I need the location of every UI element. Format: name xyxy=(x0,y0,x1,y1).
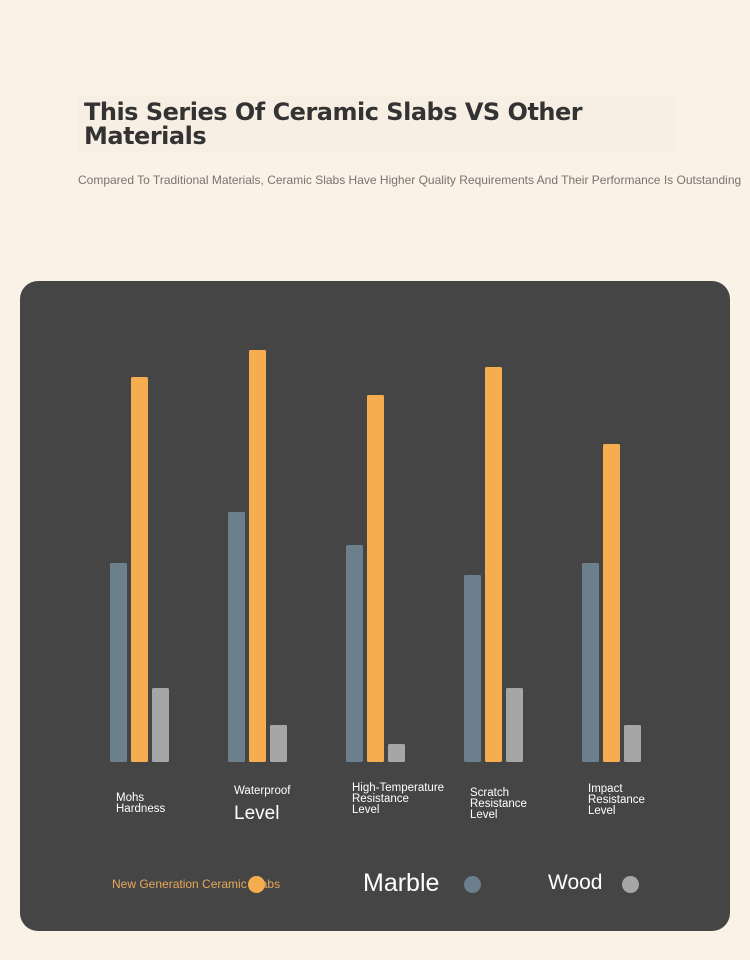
category-label-line: Level xyxy=(470,809,498,821)
bar-new-generation-ceramic-slabs-2 xyxy=(249,350,266,762)
legend-label-marble: Marble xyxy=(363,869,440,897)
legend-dot-wood xyxy=(622,876,639,893)
bar-wood-2 xyxy=(270,725,287,762)
legend-dot-marble xyxy=(464,876,481,893)
page-title: This Series Of Ceramic Slabs VS Other Ma… xyxy=(84,98,583,150)
category-label: Scratch Resistance Level xyxy=(470,787,527,821)
legend-label-wood: Wood xyxy=(548,871,603,894)
category-label-line: Resistance xyxy=(588,794,645,806)
bar-wood-5 xyxy=(624,725,641,762)
title-background xyxy=(78,95,676,153)
bar-marble-2 xyxy=(228,512,245,762)
category-label-line: Waterproof xyxy=(234,785,291,797)
category-label-big: Level xyxy=(234,803,280,824)
category-label-line: Mohs xyxy=(116,792,145,804)
category-label-line: Resistance xyxy=(470,798,527,810)
bar-marble-5 xyxy=(582,563,599,762)
page-subtitle: Compared To Traditional Materials, Ceram… xyxy=(78,173,742,187)
bar-wood-1 xyxy=(152,688,169,762)
bar-marble-1 xyxy=(110,563,127,762)
category-label: Mohs Hardness xyxy=(116,792,166,815)
category-label-line: Resistance xyxy=(352,793,409,805)
category-label-line: Level xyxy=(352,804,380,816)
category-label: Impact Resistance Level xyxy=(588,783,645,817)
bar-wood-4 xyxy=(506,688,523,762)
bar-new-generation-ceramic-slabs-4 xyxy=(485,367,502,762)
legend-label-ceramic: New Generation Ceramic Slabs xyxy=(112,877,281,891)
category-label-line: Hardness xyxy=(116,803,166,815)
category-label: Waterproof Level xyxy=(234,785,291,825)
bar-marble-3 xyxy=(346,545,363,762)
category-label-line: Impact xyxy=(588,783,623,795)
legend-dot-ceramic xyxy=(248,876,265,893)
bar-new-generation-ceramic-slabs-1 xyxy=(131,377,148,762)
category-label-line: Level xyxy=(588,805,616,817)
category-label: High-Temperature Resistance Level xyxy=(352,782,445,816)
category-label-line: Scratch xyxy=(470,787,509,799)
category-label-line: High-Temperature xyxy=(352,782,445,794)
bar-new-generation-ceramic-slabs-3 xyxy=(367,395,384,762)
bar-wood-3 xyxy=(388,744,405,762)
bar-marble-4 xyxy=(464,575,481,762)
bar-new-generation-ceramic-slabs-5 xyxy=(603,444,620,762)
